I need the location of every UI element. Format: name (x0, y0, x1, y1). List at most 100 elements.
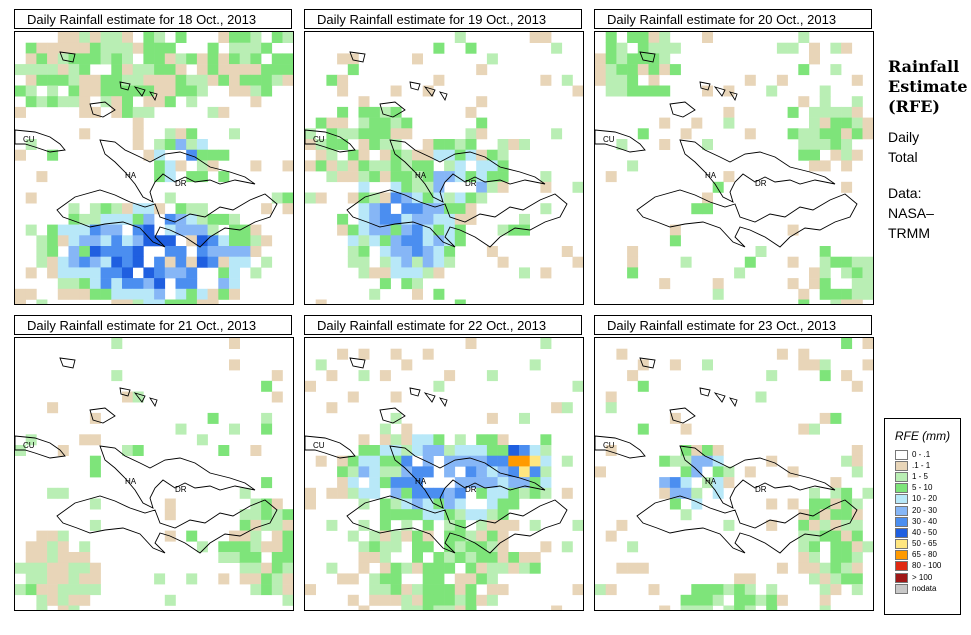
rain-cell (465, 477, 477, 489)
rain-cell (207, 288, 219, 300)
rain-cell (497, 466, 509, 478)
rain-cell (734, 594, 746, 606)
rain-cell (154, 235, 166, 247)
rain-cell (347, 64, 359, 76)
rain-cell (47, 562, 59, 574)
rain-cell (271, 573, 283, 585)
rain-cell (379, 149, 391, 161)
rain-cell (519, 562, 530, 574)
rain-cell (143, 288, 155, 300)
rain-cell (702, 445, 713, 456)
rain-cell (561, 246, 573, 257)
rain-cell (648, 64, 660, 76)
rain-cell (132, 213, 144, 225)
rain-cell (412, 552, 423, 563)
rain-cell (250, 530, 262, 542)
rain-cell (337, 128, 349, 140)
legend-item: 20 - 30 (895, 505, 960, 516)
rain-cell (347, 128, 359, 140)
rain-cell (412, 434, 423, 446)
rain-cell (465, 594, 477, 606)
coastline-island (669, 101, 696, 118)
rain-cell (100, 96, 112, 108)
rain-cell (164, 139, 176, 150)
rain-cell (47, 541, 59, 553)
rain-cell (369, 117, 381, 129)
legend-swatch (895, 483, 908, 494)
rain-cell (702, 359, 713, 371)
rain-cell (659, 278, 671, 290)
rain-cell (819, 128, 831, 140)
rain-cell (422, 509, 434, 521)
rain-cell (497, 562, 509, 574)
rain-cell (47, 402, 59, 414)
rain-cell (111, 256, 123, 268)
rain-cell (358, 348, 370, 360)
rain-cell (830, 139, 842, 150)
rain-cell (422, 466, 434, 478)
rain-cell (122, 74, 133, 86)
rain-cell (175, 32, 187, 43)
rain-cell (15, 85, 26, 97)
rain-cell (830, 541, 842, 553)
rain-cell (250, 246, 262, 257)
rain-cell (239, 256, 251, 268)
rain-cell (508, 498, 520, 510)
rain-cell (337, 53, 349, 65)
rain-cell (851, 256, 863, 268)
rain-cell (454, 498, 466, 510)
rain-cell (282, 594, 293, 606)
rain-cell (444, 149, 456, 161)
rain-cell (616, 74, 628, 86)
rain-cell (401, 477, 413, 489)
rain-cell (229, 74, 240, 86)
rain-cell (809, 160, 820, 172)
rain-cell (401, 213, 413, 225)
rain-cell (186, 171, 198, 183)
rain-cell (540, 181, 552, 193)
rain-cell (627, 85, 639, 97)
rain-cell (282, 530, 293, 542)
rain-cell (186, 139, 198, 150)
rain-cell (595, 466, 606, 478)
rain-cell (616, 348, 628, 360)
rain-cell (79, 246, 91, 257)
rain-cell (379, 509, 391, 521)
rain-cell (659, 139, 671, 150)
rain-cell (712, 181, 724, 193)
rain-cell (379, 519, 391, 531)
rain-cell (659, 53, 671, 65)
rain-cell (476, 64, 488, 76)
rain-cell (68, 605, 80, 610)
rain-cell (851, 117, 863, 129)
rain-cell (486, 160, 498, 172)
rain-cell (261, 85, 273, 97)
rain-cell (358, 267, 370, 279)
legend-item: 30 - 40 (895, 516, 960, 527)
rain-cell (422, 171, 434, 183)
rain-cell (89, 278, 101, 290)
rain-cell (444, 594, 456, 606)
rain-cell (486, 412, 498, 424)
side-data-line: TRMM (888, 225, 930, 241)
rain-cell (766, 455, 778, 467)
rain-cell (433, 203, 445, 215)
rainfall-map: CU HA DR (594, 31, 874, 305)
rain-cell (702, 85, 713, 97)
rain-cell (787, 278, 799, 290)
coastline-island (669, 407, 696, 424)
rain-cell (862, 359, 873, 371)
rain-cell (680, 445, 692, 456)
rain-cell (691, 487, 703, 499)
rain-cell (529, 519, 541, 531)
rain-cell (454, 594, 466, 606)
rain-cell (605, 445, 617, 456)
rain-cell (616, 42, 628, 54)
rain-cell (164, 256, 176, 268)
rain-cell (809, 552, 820, 563)
legend-item: 65 - 80 (895, 550, 960, 561)
rain-cell (605, 85, 617, 97)
rain-cell (401, 519, 413, 531)
rain-cell (390, 466, 402, 478)
rain-cell (433, 552, 445, 563)
